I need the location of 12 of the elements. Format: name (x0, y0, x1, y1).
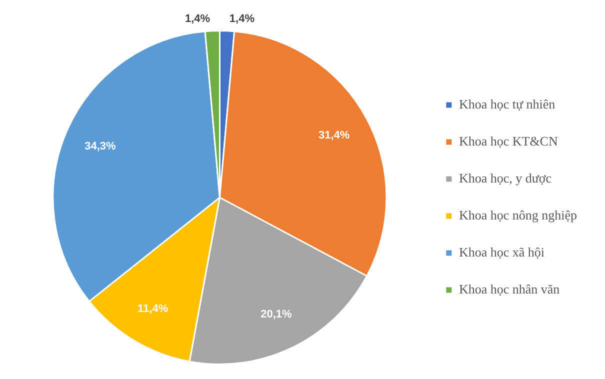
data-label: 34,3% (84, 140, 116, 152)
data-label: 1,4% (184, 12, 210, 25)
legend-label: Khoa học nông nghiệp (458, 207, 577, 222)
data-label: 11,4% (138, 303, 168, 316)
legend-label: Khoa học, y dược (458, 170, 552, 186)
data-label: 1,4% (229, 12, 255, 25)
legend-label: Khoa học xã hội (458, 244, 545, 260)
data-label: 31,4% (318, 130, 350, 142)
legend-label: Khoa học nhân văn (458, 281, 560, 296)
data-label: 20,1% (260, 308, 292, 321)
legend-label: Khoa học KT&CN (458, 133, 558, 148)
legend-label: Khoa học tự nhiên (458, 96, 556, 112)
